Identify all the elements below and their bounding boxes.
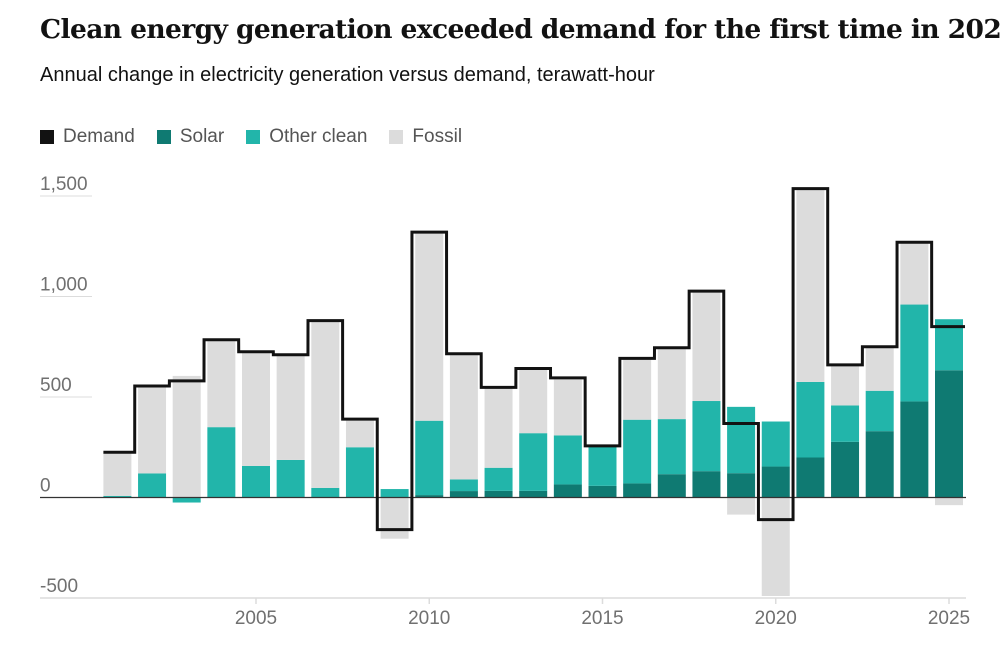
- bar-fossil-2023: [865, 347, 894, 391]
- legend-label: Demand: [63, 126, 135, 147]
- legend-solar: Solar: [156, 126, 225, 148]
- bar-other-clean-2014: [553, 435, 582, 485]
- bar-fossil-2004: [207, 340, 236, 428]
- bar-other-clean-2010: [415, 420, 444, 496]
- bar-fossil-2006: [276, 355, 305, 460]
- bar-other-clean-2006: [276, 459, 305, 498]
- bar-other-clean-2021: [796, 381, 825, 458]
- bar-other-clean-2008: [345, 447, 374, 498]
- bar-fossil-2013: [519, 369, 548, 434]
- bar-fossil-2012: [484, 388, 513, 468]
- bar-fossil-2005: [242, 352, 270, 466]
- legend-label: Fossil: [412, 126, 463, 147]
- bar-solar-2011: [449, 491, 478, 498]
- bar-fossil-2021: [796, 189, 825, 382]
- bar-solar-2014: [553, 484, 582, 498]
- legend-label: Solar: [179, 126, 225, 147]
- bar-fossil-2016: [623, 359, 652, 420]
- legend: Demand Solar Other clean Fossil: [40, 126, 462, 148]
- y-tick-label: 500: [40, 375, 72, 396]
- chart-subtitle: Annual change in electricity generation …: [40, 64, 655, 86]
- bar-fossil-2003: [172, 375, 201, 498]
- bar-other-clean-2013: [519, 433, 548, 491]
- bar-other-clean-2011: [449, 479, 478, 492]
- legend-swatch-fossil: [389, 130, 404, 144]
- bar-fossil-2008: [345, 419, 374, 448]
- bar-fossil-2025: [935, 497, 963, 506]
- demand-line: [103, 187, 965, 532]
- bar-other-clean-2016: [623, 419, 652, 484]
- bar-fossil-2022: [831, 366, 860, 406]
- bar-fossil-2009: [380, 497, 409, 539]
- bar-other-clean-2019: [727, 406, 756, 474]
- bar-other-clean-2007: [311, 487, 340, 498]
- y-tick-label: -500: [40, 576, 78, 597]
- bar-solar-2023: [865, 431, 894, 498]
- bar-solar-2010: [415, 495, 444, 498]
- bar-other-clean-2009: [380, 489, 409, 498]
- bar-fossil-2017: [657, 348, 686, 420]
- bar-fossil-2020: [761, 497, 790, 596]
- bar-solar-2012: [484, 490, 513, 498]
- bar-other-clean-2005: [242, 465, 270, 498]
- bar-other-clean-2024: [900, 304, 929, 402]
- legend-fossil: Fossil: [389, 126, 462, 148]
- bar-fossil-2007: [311, 321, 340, 488]
- x-tick-label: 2005: [235, 608, 277, 629]
- bar-solar-2020: [761, 466, 790, 498]
- bar-solar-2024: [900, 401, 929, 498]
- x-tick-label: 2015: [581, 608, 623, 629]
- bar-other-clean-2004: [207, 427, 236, 498]
- bar-fossil-2001: [103, 452, 132, 496]
- chart-title: Clean energy generation exceeded demand …: [40, 14, 1002, 45]
- bar-solar-2021: [796, 457, 825, 498]
- bar-other-clean-2017: [657, 419, 686, 475]
- bar-other-clean-2012: [484, 467, 513, 491]
- bar-solar-2022: [831, 441, 860, 498]
- bar-other-clean-2018: [692, 401, 721, 472]
- bar-other-clean-2015: [588, 446, 617, 486]
- x-tick-label: 2025: [928, 608, 970, 629]
- legend-other-clean: Other clean: [246, 126, 367, 148]
- bar-other-clean-2002: [138, 473, 167, 498]
- bar-fossil-2019: [727, 497, 756, 515]
- bar-fossil-2014: [553, 379, 582, 436]
- legend-swatch-solar: [156, 130, 171, 144]
- bar-solar-2017: [657, 474, 686, 498]
- bar-other-clean-2023: [865, 390, 894, 432]
- bar-other-clean-2022: [831, 405, 860, 442]
- bar-solar-2019: [727, 473, 756, 498]
- bar-other-clean-2003: [172, 497, 201, 503]
- bar-fossil-2011: [449, 354, 478, 480]
- legend-label: Other clean: [269, 126, 368, 147]
- y-tick-label: 0: [40, 476, 51, 497]
- bar-other-clean-2020: [761, 421, 790, 467]
- y-tick-label: 1,000: [40, 275, 88, 296]
- bar-solar-2013: [519, 490, 548, 498]
- bar-solar-2016: [623, 483, 652, 498]
- bar-fossil-2010: [415, 232, 444, 421]
- bar-solar-2018: [692, 471, 721, 498]
- bar-fossil-2024: [900, 243, 929, 305]
- bar-solar-2015: [588, 485, 617, 498]
- bar-solar-2025: [935, 370, 963, 498]
- bar-other-clean-2001: [103, 495, 132, 498]
- legend-swatch-demand: [40, 130, 54, 144]
- x-tick-label: 2020: [755, 608, 797, 629]
- bar-fossil-2002: [138, 386, 167, 474]
- y-tick-label: 1,500: [40, 174, 88, 195]
- legend-demand: Demand: [40, 126, 135, 148]
- bar-fossil-2018: [692, 292, 721, 402]
- x-tick-label: 2010: [408, 608, 450, 629]
- legend-swatch-other-clean: [246, 130, 261, 144]
